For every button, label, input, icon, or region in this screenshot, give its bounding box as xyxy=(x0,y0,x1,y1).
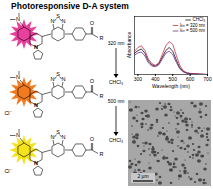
svg-text:N: N xyxy=(34,44,38,50)
svg-text:700: 700 xyxy=(203,76,212,82)
svg-text:O: O xyxy=(90,20,95,26)
svg-text:N: N xyxy=(62,134,66,140)
svg-text:N: N xyxy=(16,132,20,138)
svg-text:N: N xyxy=(62,18,66,24)
svg-text:N: N xyxy=(34,102,38,108)
svg-text:Cl⁻: Cl⁻ xyxy=(4,168,11,174)
svg-text:S: S xyxy=(56,13,60,19)
svg-text:O: O xyxy=(90,78,95,84)
svg-text:Absorbance: Absorbance xyxy=(126,31,132,58)
svg-text:N: N xyxy=(51,18,55,24)
svg-text:N: N xyxy=(16,16,20,22)
svg-text:400: 400 xyxy=(151,76,160,82)
svg-text:Photoresponsive D-A system: Photoresponsive D-A system xyxy=(11,1,129,11)
svg-text:CHCl₃: CHCl₃ xyxy=(109,79,123,85)
svg-text:λᵢᵣᵣ = 320 nm: λᵢᵣᵣ = 320 nm xyxy=(180,23,206,28)
svg-text:S: S xyxy=(56,129,60,135)
svg-text:R: R xyxy=(100,151,104,157)
svg-text:320 nm: 320 nm xyxy=(108,40,125,46)
svg-text:O: O xyxy=(90,136,95,142)
svg-text:N: N xyxy=(51,76,55,82)
svg-text:CHCl₃: CHCl₃ xyxy=(192,17,205,22)
svg-text:R: R xyxy=(100,35,104,41)
svg-text:500: 500 xyxy=(169,76,178,82)
svg-text:500 nm: 500 nm xyxy=(108,98,125,104)
svg-text:N: N xyxy=(34,160,38,166)
svg-text:2 μm: 2 μm xyxy=(137,173,148,179)
svg-text:600: 600 xyxy=(186,76,195,82)
svg-text:N: N xyxy=(51,134,55,140)
svg-text:R: R xyxy=(100,93,104,99)
svg-text:CHCl₃: CHCl₃ xyxy=(109,137,123,143)
svg-text:N: N xyxy=(16,74,20,80)
svg-text:300: 300 xyxy=(134,76,143,82)
svg-text:Wavelength (nm): Wavelength (nm) xyxy=(152,83,190,89)
svg-text:S: S xyxy=(56,71,60,77)
svg-text:λᵢᵣᵣ = 500 nm: λᵢᵣᵣ = 500 nm xyxy=(180,28,206,33)
svg-text:Cl⁻: Cl⁻ xyxy=(4,110,11,116)
svg-text:N: N xyxy=(62,76,66,82)
